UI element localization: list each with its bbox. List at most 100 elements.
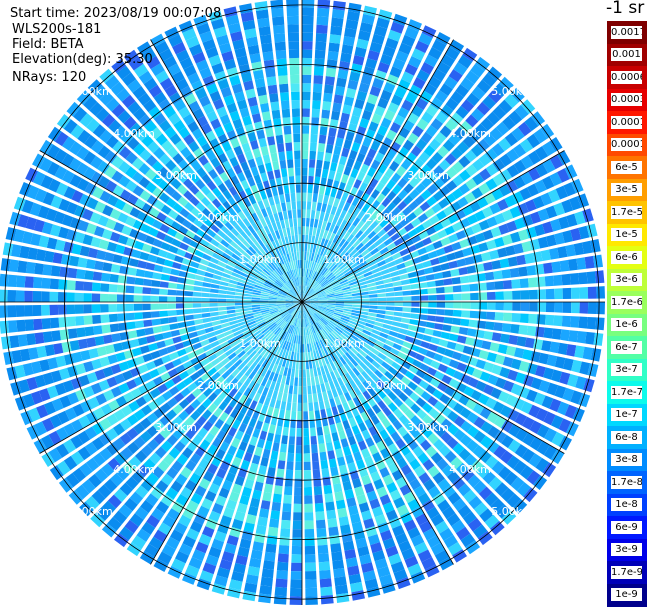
range-bin-cell (77, 257, 88, 268)
range-bin-cell (295, 445, 302, 454)
range-bin-cell (393, 569, 408, 582)
range-bin-cell (434, 370, 445, 381)
range-bin-cell (277, 417, 284, 427)
range-bin-cell (278, 292, 287, 296)
range-bin-cell (278, 348, 284, 357)
range-bin-cell (249, 462, 259, 473)
range-bin-cell (163, 453, 175, 466)
range-bin-cell (269, 292, 278, 296)
range-bin-cell (361, 346, 371, 355)
range-bin-cell (424, 208, 436, 218)
range-bin-cell (155, 133, 168, 146)
range-bin-cell (524, 116, 539, 132)
range-bin-cell (195, 59, 209, 72)
range-bin-cell (314, 285, 322, 292)
range-bin-cell (529, 420, 542, 434)
range-bin-cell (55, 443, 70, 458)
range-bin-cell (39, 139, 54, 155)
range-bin-cell (327, 344, 335, 353)
range-bin-cell (42, 331, 53, 343)
range-bin-cell (407, 527, 421, 540)
range-bin-cell (452, 498, 467, 512)
range-bin-cell (238, 221, 247, 230)
range-bin-cell (358, 245, 367, 254)
range-bin-cell (308, 278, 314, 287)
range-bin-cell (426, 196, 437, 207)
range-bin-cell (328, 380, 336, 390)
range-bin-cell (74, 205, 86, 218)
range-bin-cell (386, 148, 397, 160)
range-bin-cell (339, 356, 347, 365)
range-bin-cell (288, 290, 296, 297)
range-bin-cell (285, 324, 291, 332)
range-bin-cell (240, 326, 250, 333)
range-bin-cell (543, 445, 558, 460)
range-bin-cell (33, 219, 45, 233)
range-bin-cell (250, 139, 259, 150)
range-bin-cell (307, 308, 314, 315)
range-bin-cell (271, 390, 278, 400)
range-bin-cell (176, 348, 187, 357)
range-bin-cell (368, 121, 379, 132)
range-bin-cell (214, 219, 224, 229)
range-bin-cell (341, 331, 350, 339)
range-bin-cell (291, 91, 300, 101)
range-bin-cell (425, 321, 435, 329)
range-bin-cell (223, 211, 233, 221)
range-bin-cell (361, 203, 371, 213)
range-bin-cell (293, 299, 302, 302)
range-bin-cell (150, 303, 160, 310)
range-bin-cell (47, 126, 62, 142)
range-bin-cell (83, 385, 95, 398)
range-bin-cell (470, 144, 484, 157)
range-bin-cell (185, 564, 200, 577)
range-bin-cell (506, 220, 518, 232)
range-bin-cell (366, 206, 376, 217)
range-bin-cell (461, 468, 475, 482)
range-bin-cell (273, 33, 286, 43)
range-bin-cell (227, 426, 237, 437)
range-bin-cell (296, 286, 300, 295)
range-bin-cell (191, 80, 204, 92)
range-bin-cell (357, 545, 370, 557)
colorbar-segment: 1e-5 (607, 223, 647, 247)
range-bin-cell (33, 318, 43, 331)
range-bin-cell (439, 393, 451, 405)
range-bin-cell (304, 310, 308, 319)
range-bin-cell (231, 344, 241, 352)
range-bin-cell (343, 231, 351, 241)
range-bin-cell (164, 126, 177, 139)
range-bin-cell (358, 335, 368, 343)
range-bin-cell (391, 206, 401, 217)
range-bin-cell (364, 274, 374, 281)
range-bin-cell (366, 377, 376, 387)
range-bin-cell (150, 295, 159, 302)
range-bin-cell (260, 368, 268, 377)
range-bin-cell (323, 269, 330, 277)
range-bin-cell (295, 243, 299, 252)
range-bin-cell (239, 323, 249, 330)
range-bin-cell (172, 202, 184, 213)
range-bin-cell (305, 571, 317, 580)
range-bin-cell (362, 267, 371, 274)
range-bin-cell (167, 310, 177, 317)
range-bin-cell (261, 422, 270, 433)
range-bin-cell (586, 317, 597, 330)
range-bin-cell (152, 326, 162, 334)
range-bin-cell (444, 286, 454, 293)
range-bin-cell (512, 191, 524, 204)
range-bin-cell (249, 234, 257, 244)
range-bin-cell (304, 309, 308, 318)
range-bin-cell (321, 169, 329, 179)
range-bin-cell (326, 293, 335, 297)
range-bin-cell (382, 537, 396, 550)
range-bin-cell (412, 77, 426, 90)
range-bin-cell (263, 316, 272, 322)
range-bin-cell (396, 165, 407, 177)
range-bin-cell (185, 278, 195, 285)
range-bin-cell (316, 367, 322, 376)
colorbar-tick-label: 6e-7 (611, 340, 642, 354)
range-bin-cell (101, 324, 111, 334)
range-bin-cell (344, 489, 355, 500)
range-bin-cell (319, 211, 325, 221)
